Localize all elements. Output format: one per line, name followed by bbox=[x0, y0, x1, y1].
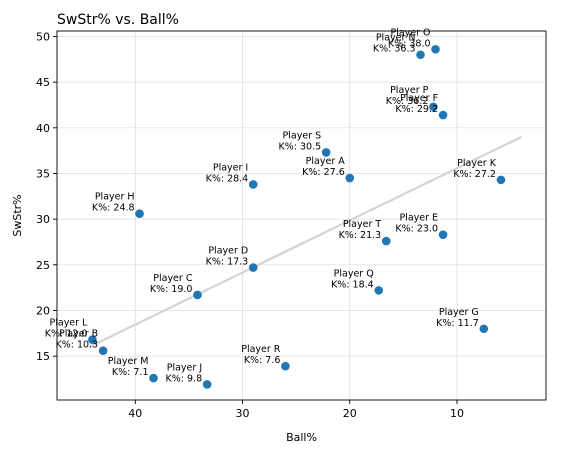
point-name-label: Player K bbox=[457, 158, 497, 169]
point-name-label: Player T bbox=[343, 219, 382, 230]
point-name-label: Player C bbox=[153, 273, 193, 284]
data-point bbox=[281, 361, 290, 371]
point-name-label: Player G bbox=[439, 307, 479, 318]
point-name-label: Player N bbox=[376, 33, 416, 44]
point-name-label: Player B bbox=[59, 329, 98, 340]
data-point bbox=[202, 380, 212, 389]
y-tick-label: 40 bbox=[36, 122, 50, 135]
y-axis-label: SwStr% bbox=[11, 194, 24, 236]
point-name-label: Player E bbox=[399, 213, 438, 224]
point-k-label: K%: 36.3 bbox=[373, 44, 416, 55]
point-k-label: K%: 27.6 bbox=[302, 167, 345, 178]
data-point bbox=[321, 148, 331, 157]
point-labels: Player AK%: 27.6 Player BK%: 10.3 Player C… bbox=[45, 27, 497, 384]
data-point bbox=[438, 110, 448, 120]
point-name-label: Player O bbox=[390, 27, 430, 38]
y-tick-label: 50 bbox=[36, 30, 50, 43]
point-k-label: K%: 36.2 bbox=[386, 96, 429, 107]
data-point bbox=[416, 50, 425, 60]
point-k-label: K%: 23.0 bbox=[395, 224, 438, 235]
x-tick-label: 10 bbox=[450, 407, 464, 420]
x-axis-label: Ball% bbox=[286, 431, 317, 444]
point-name-label: Player M bbox=[108, 356, 149, 367]
y-tick-label: 30 bbox=[36, 213, 50, 226]
x-tick-label: 40 bbox=[128, 407, 142, 420]
x-tick-label: 30 bbox=[236, 407, 250, 420]
point-name-label: Player P bbox=[390, 85, 429, 96]
data-point bbox=[248, 263, 258, 272]
point-k-label: K%: 11.7 bbox=[436, 318, 479, 329]
data-point bbox=[149, 373, 158, 383]
data-point bbox=[88, 335, 97, 345]
data-point bbox=[496, 175, 506, 185]
point-name-label: Player L bbox=[50, 318, 89, 329]
point-name-label: Player F bbox=[400, 93, 438, 104]
data-points bbox=[88, 44, 506, 389]
point-k-label: K%: 10.3 bbox=[55, 340, 98, 351]
point-k-label: K%: 30.5 bbox=[279, 141, 322, 152]
y-tick-label: 15 bbox=[36, 350, 50, 363]
point-k-label: K%: 28.4 bbox=[206, 173, 249, 184]
point-k-label: K%: 21.3 bbox=[339, 230, 382, 241]
y-tick-label: 25 bbox=[36, 259, 50, 272]
point-name-label: Player A bbox=[306, 156, 346, 167]
point-k-label: K%: 9.8 bbox=[166, 373, 203, 384]
data-point bbox=[381, 236, 391, 246]
y-tick-label: 45 bbox=[36, 76, 50, 89]
data-point bbox=[479, 324, 489, 334]
data-point bbox=[345, 173, 355, 183]
point-k-label: K%: 18.4 bbox=[331, 279, 374, 290]
point-name-label: Player D bbox=[208, 246, 248, 257]
data-point bbox=[438, 230, 448, 239]
point-k-label: K%: 38.0 bbox=[388, 38, 431, 49]
point-name-label: Player I bbox=[213, 162, 248, 173]
data-point bbox=[374, 286, 384, 295]
data-point bbox=[98, 346, 108, 355]
data-point bbox=[135, 209, 144, 218]
data-point bbox=[429, 102, 438, 112]
point-k-label: K%: 7.6 bbox=[244, 355, 281, 366]
point-k-label: K%: 29.2 bbox=[395, 104, 438, 115]
point-k-label: K%: 17.3 bbox=[206, 257, 249, 268]
point-k-label: K%: 24.8 bbox=[92, 203, 135, 214]
point-name-label: Player R bbox=[241, 344, 281, 355]
y-tick-label: 35 bbox=[36, 167, 50, 180]
point-name-label: Player J bbox=[167, 362, 202, 373]
trend-line bbox=[88, 135, 522, 349]
data-point bbox=[193, 290, 202, 300]
point-k-label: K%: 7.1 bbox=[112, 367, 149, 378]
point-k-label: K%: 12.0 bbox=[45, 329, 88, 340]
y-tick-label: 20 bbox=[36, 304, 50, 317]
data-point bbox=[248, 180, 258, 189]
chart-title: SwStr% vs. Ball% bbox=[57, 12, 179, 28]
axis-ticks: 40 30 20 10 15 20 25 30 35 40 45 50 bbox=[36, 30, 464, 420]
point-name-label: Player H bbox=[95, 192, 135, 203]
grid bbox=[57, 31, 546, 400]
point-name-label: Player S bbox=[283, 130, 322, 141]
point-k-label: K%: 19.0 bbox=[150, 284, 193, 295]
data-point bbox=[431, 44, 440, 54]
x-tick-label: 20 bbox=[343, 407, 357, 420]
point-k-label: K%: 27.2 bbox=[453, 169, 496, 180]
point-name-label: Player Q bbox=[334, 268, 374, 279]
plot-frame bbox=[56, 30, 547, 401]
